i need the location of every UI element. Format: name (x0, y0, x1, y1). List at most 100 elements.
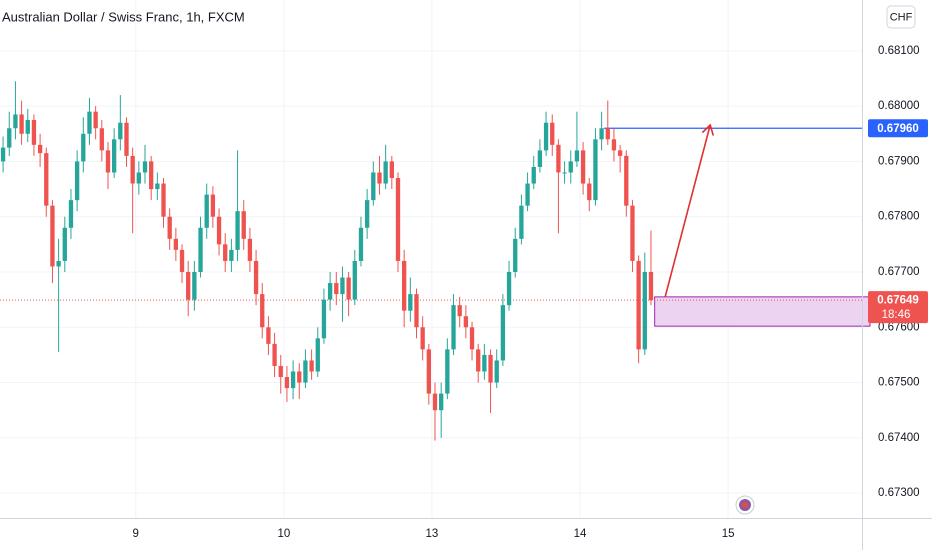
candle-body (439, 393, 444, 411)
candle-body (617, 150, 623, 156)
candle-body (358, 227, 364, 261)
candle-body (648, 271, 654, 301)
zone (654, 296, 871, 327)
current-price-label: 0.67649 (877, 295, 919, 307)
candle-body (624, 155, 629, 206)
candle-body (531, 166, 536, 184)
candle-body (420, 327, 425, 350)
candle-body (260, 294, 265, 328)
candle-body (290, 371, 296, 389)
candle-body (173, 238, 179, 250)
marks (0, 81, 871, 441)
candle-body (432, 393, 438, 411)
chart-title: Australian Dollar / Swiss Franc, 1h, FXC… (2, 9, 245, 24)
candle-body (346, 277, 351, 300)
currency-box[interactable] (886, 5, 916, 29)
candle-body (167, 216, 172, 239)
candle-body (309, 360, 314, 372)
y-tick-label: 0.67500 (878, 377, 920, 389)
arrow (664, 124, 711, 298)
candle-body (364, 200, 370, 228)
candle-body (550, 122, 555, 145)
candle-body (124, 122, 129, 156)
candle-body (451, 305, 456, 350)
candle-body (297, 371, 302, 383)
candle-body (525, 183, 530, 206)
candle-body (401, 260, 407, 311)
candle-body (482, 354, 487, 372)
candle-body (580, 150, 586, 184)
candle-body (611, 139, 617, 151)
x-tick-label: 10 (277, 528, 290, 540)
candle-body (44, 153, 49, 206)
arrow-head (701, 123, 715, 136)
candle-body (266, 327, 271, 344)
candle-body (593, 139, 598, 201)
candle-body (463, 316, 469, 328)
candle-body (272, 343, 277, 366)
currency-label[interactable]: CHF (890, 11, 913, 23)
candle-body (537, 150, 543, 167)
candle-body (340, 277, 345, 295)
target-price-label: 0.67960 (877, 123, 919, 135)
candle-body (25, 119, 30, 134)
candle-body (247, 238, 253, 261)
candle-body (506, 271, 512, 306)
candle-body (599, 128, 604, 140)
candle-body (642, 271, 647, 350)
y-tick-label: 0.67400 (878, 432, 920, 444)
candle-body (383, 161, 388, 184)
candle-body (229, 249, 234, 261)
candle-body (68, 200, 74, 228)
countdown-label: 18:46 (882, 309, 911, 321)
candle-body (111, 139, 117, 173)
candle-body (223, 244, 228, 261)
logo-icon (735, 495, 755, 515)
candle-body (142, 161, 148, 173)
candle-body (204, 194, 209, 228)
candle-body (303, 360, 308, 383)
candle-body (630, 205, 635, 261)
candle-body (93, 111, 98, 129)
y-tick-label: 0.67800 (878, 211, 920, 223)
candle-body (37, 144, 43, 154)
candle-body (105, 150, 111, 173)
candle-body (74, 161, 80, 201)
candle-body (216, 216, 222, 245)
x-tick-label: 13 (426, 528, 439, 540)
y-tick-label: 0.67300 (878, 487, 920, 499)
candle-body (19, 114, 24, 134)
target-price-box (868, 119, 928, 138)
candle-body (118, 122, 123, 140)
candle-body (408, 294, 413, 311)
candle-body (198, 227, 203, 272)
candle-body (500, 305, 506, 361)
candle-body (488, 354, 493, 383)
y-tick-label: 0.68000 (878, 100, 920, 112)
x-tick-label: 15 (722, 528, 735, 540)
candle-body (253, 260, 259, 295)
candle-body (476, 349, 481, 372)
candle-body (469, 327, 475, 350)
current-price-box (868, 291, 928, 324)
candle-body (636, 260, 641, 350)
candle-body (519, 205, 524, 239)
candle-body (62, 227, 67, 261)
candle-body (494, 360, 499, 383)
candle-body (414, 294, 419, 328)
x-tick-label: 14 (574, 528, 587, 540)
candle-body (241, 211, 246, 239)
candle-body (210, 194, 216, 217)
candle-body (395, 178, 401, 261)
candle-body (389, 161, 394, 179)
candle-body (352, 260, 357, 300)
candle-body (377, 172, 382, 184)
candle-body (568, 161, 573, 173)
candle-body (445, 349, 450, 394)
x-tick-label: 9 (133, 528, 139, 540)
candle-body (155, 183, 160, 190)
y-tick-label: 0.67700 (878, 266, 920, 278)
candle-body (315, 338, 320, 372)
